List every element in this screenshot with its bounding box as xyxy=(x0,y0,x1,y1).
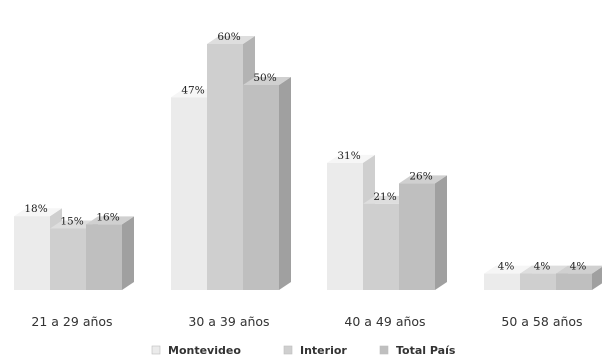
bar-front-face xyxy=(207,44,243,290)
bar-top-face xyxy=(556,265,602,274)
legend-label: Total País xyxy=(396,344,456,357)
bar[interactable] xyxy=(86,216,134,290)
legend-label: Interior xyxy=(300,344,347,357)
legend-swatch xyxy=(151,345,161,355)
bar-top-face xyxy=(86,216,134,225)
bar-side-face xyxy=(592,266,602,290)
legend-item[interactable]: Interior xyxy=(283,344,347,357)
x-tick-label: 50 a 58 años xyxy=(501,314,582,329)
data-labels-layer: 18% 15% 16% 47% 60% 50% 31% 21% 26% 4% 4% 4% xyxy=(24,31,586,273)
bar-group xyxy=(171,36,291,290)
data-label: 18% xyxy=(24,203,47,215)
bar-top-face xyxy=(243,77,291,85)
bar[interactable] xyxy=(243,77,291,290)
bar-front-face xyxy=(86,224,122,290)
x-tick-label: 40 a 49 años xyxy=(344,314,425,329)
bar-side-face xyxy=(279,77,291,290)
bar-front-face xyxy=(399,183,435,290)
bar-front-face xyxy=(363,203,399,290)
bar-group xyxy=(14,208,134,290)
bar-side-face xyxy=(435,175,447,290)
bar-front-face xyxy=(243,85,279,290)
bar-group xyxy=(327,154,447,290)
data-label: 50% xyxy=(253,72,276,84)
legend-item[interactable]: Montevideo xyxy=(151,344,241,357)
bars-layer xyxy=(14,36,602,290)
bar-top-face xyxy=(14,208,62,217)
bar-top-face xyxy=(520,265,568,274)
legend-swatch xyxy=(283,345,293,355)
x-tick-label: 30 a 39 años xyxy=(188,314,269,329)
data-label: 4% xyxy=(534,261,551,273)
data-label: 15% xyxy=(60,216,83,228)
data-label: 21% xyxy=(373,191,396,203)
bar-front-face xyxy=(14,216,50,290)
legend-label: Montevideo xyxy=(168,344,241,357)
bar-front-face xyxy=(50,228,86,290)
bar-side-face xyxy=(122,216,134,290)
bar-top-face xyxy=(484,265,532,274)
data-label: 31% xyxy=(337,150,360,162)
legend-item[interactable]: Total País xyxy=(379,344,456,357)
data-label: 47% xyxy=(181,84,204,96)
bar-front-face xyxy=(556,273,592,290)
bar-group xyxy=(484,265,602,290)
bar-front-face xyxy=(171,97,207,290)
bar[interactable] xyxy=(399,175,447,290)
data-label: 4% xyxy=(570,261,587,273)
data-label: 26% xyxy=(409,170,432,182)
data-label: 60% xyxy=(217,31,240,43)
bar-top-face xyxy=(327,154,375,163)
bar[interactable] xyxy=(556,265,602,290)
x-tick-label: 21 a 29 años xyxy=(31,314,112,329)
legend: Montevideo Interior Total País xyxy=(151,344,456,357)
bar-front-face xyxy=(520,273,556,290)
bar-top-face xyxy=(399,175,447,184)
bar-top-face xyxy=(207,36,255,44)
data-label: 4% xyxy=(498,261,515,273)
bar-front-face xyxy=(327,162,363,290)
bar-front-face xyxy=(484,273,520,290)
legend-swatch xyxy=(379,345,389,355)
data-label: 16% xyxy=(96,211,119,223)
